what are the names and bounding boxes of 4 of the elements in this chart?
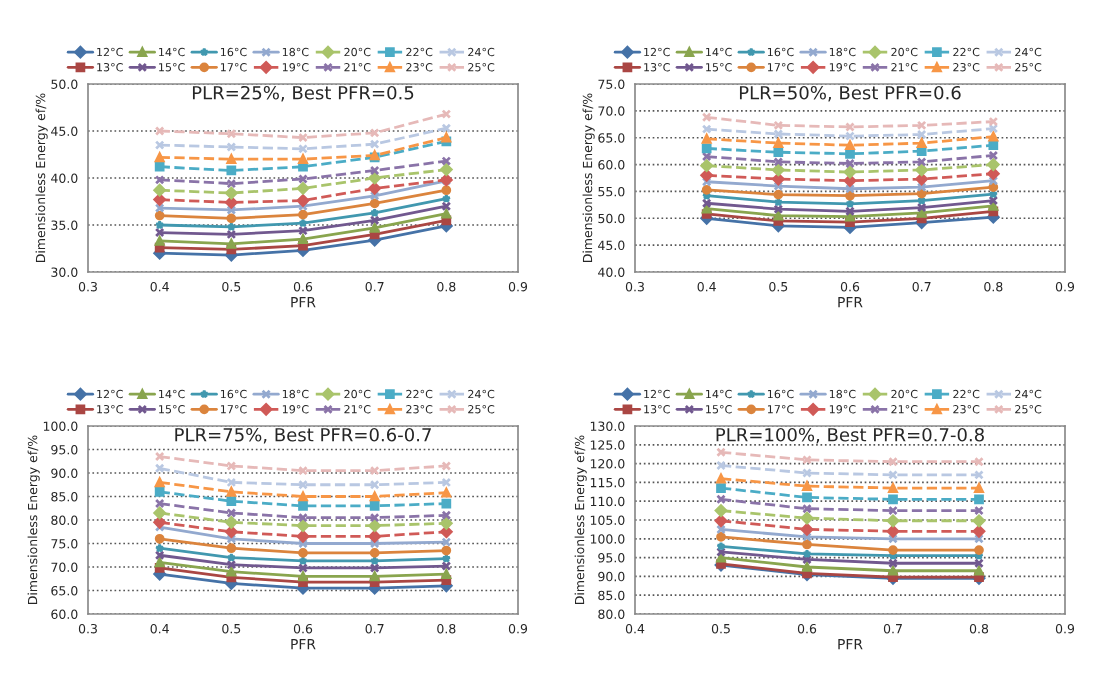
chart-title: PLR=100%, Best PFR=0.7-0.8 <box>716 427 984 444</box>
chart-title: PLR=50%, Best PFR=0.6 <box>739 85 961 102</box>
chart-title: PLR=75%, Best PFR=0.6-0.7 <box>175 427 431 444</box>
chart-title: PLR=25%, Best PFR=0.5 <box>192 85 414 102</box>
